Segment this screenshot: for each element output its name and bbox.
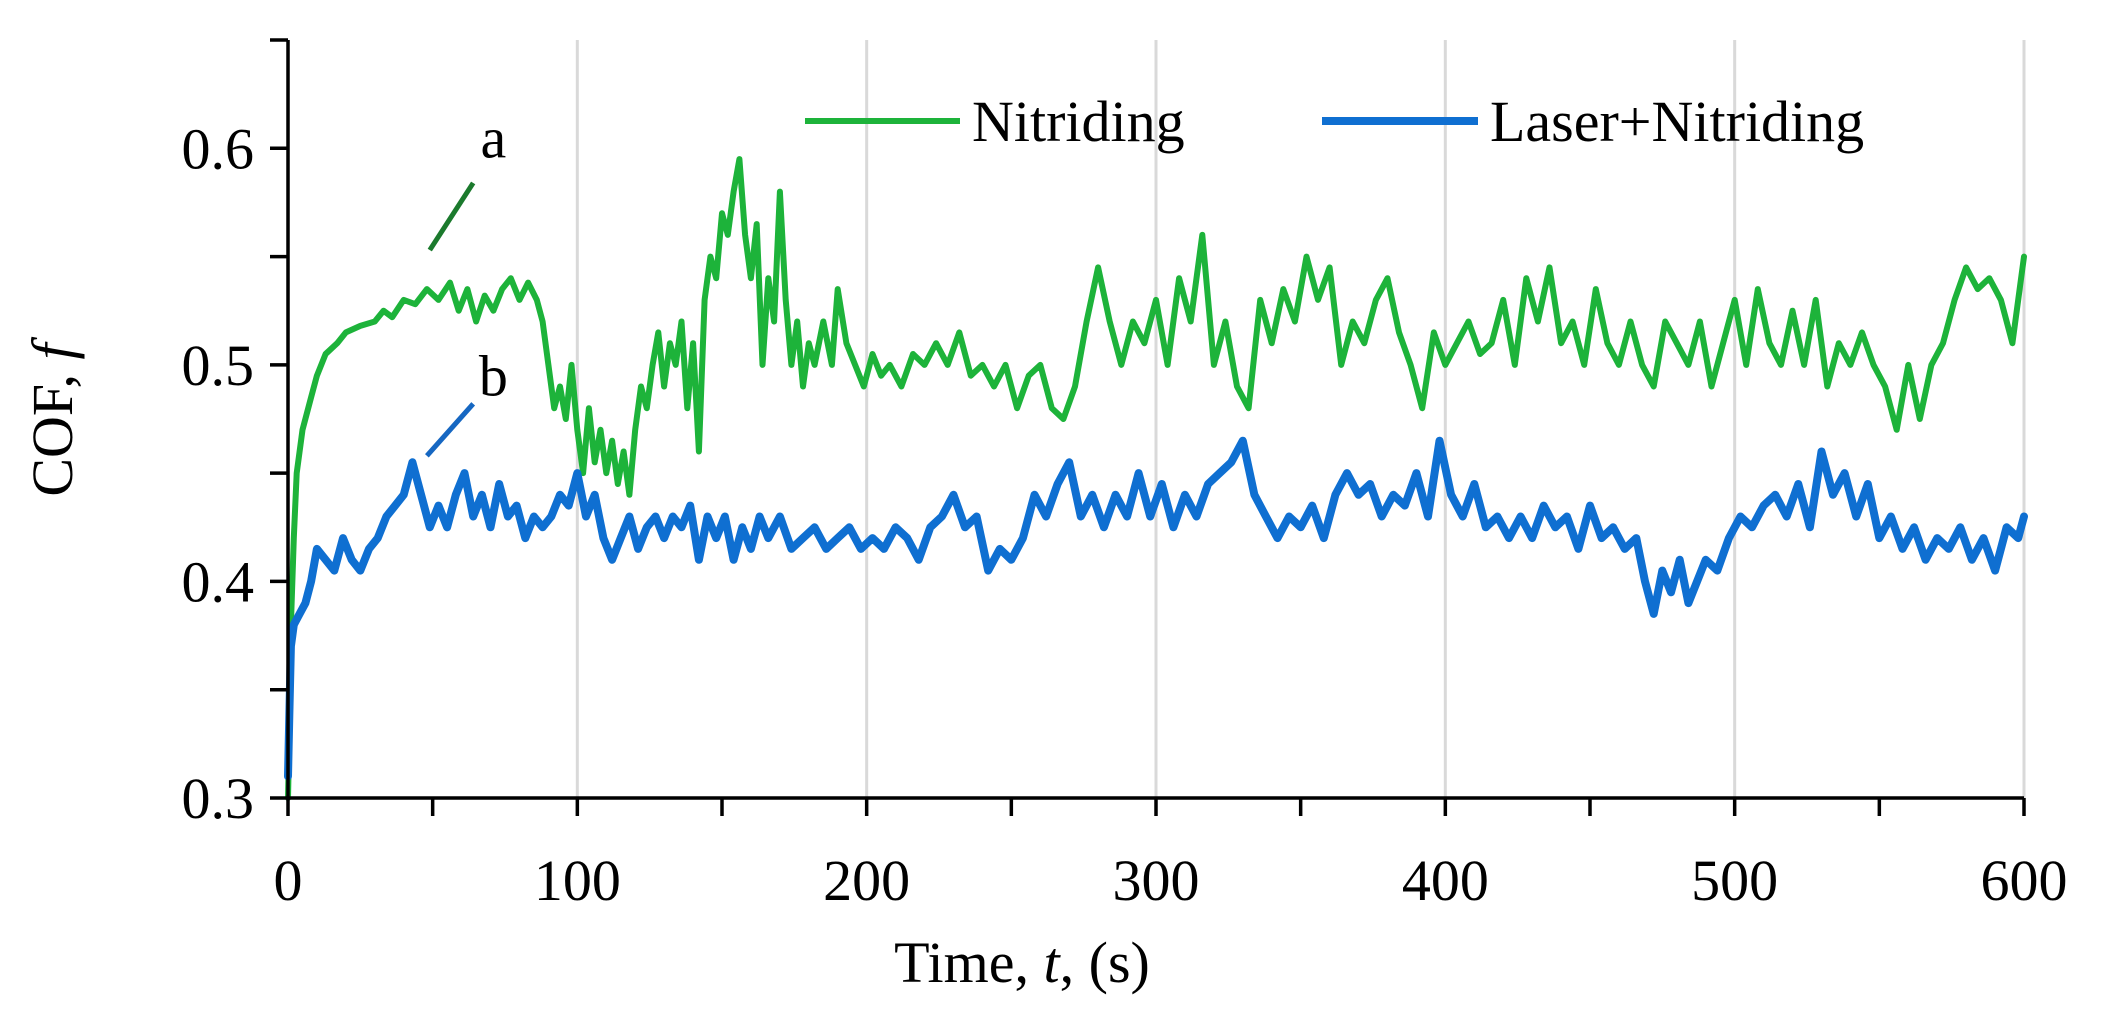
axis-layer: 0.3 0.4 0.5 0.6 0 100 200 300 400 500 600 [182,38,2068,913]
x-axis-title-part-1: Time, [894,930,1043,995]
legend-label-nitriding: Nitriding [972,89,1185,154]
annotation-layer: ab [425,105,508,458]
y-tick-label-0.4: 0.4 [182,549,255,614]
series-line-nitriding [285,156,2027,801]
x-tick-label-500: 500 [1691,848,1778,913]
x-axis-title-part-3: , (s) [1060,930,1150,995]
y-tick-label-0.6: 0.6 [182,116,255,181]
y-axis-title: COF, f [20,336,85,496]
annotation-label-a: a [481,105,507,170]
y-tick-label-0.3: 0.3 [182,766,255,831]
x-tick-label-100: 100 [534,848,621,913]
annotation-leader-b [425,402,476,458]
x-axis-title-part-2: t [1044,930,1062,995]
y-axis-title-part-2: f [20,336,85,359]
y-tick-label-0.5: 0.5 [182,333,255,398]
legend: Nitriding Laser+Nitriding [805,89,1864,154]
x-tick-label-300: 300 [1113,848,1200,913]
legend-label-laser-nitriding: Laser+Nitriding [1490,89,1864,154]
x-axis-title: Time, t, (s) [894,930,1150,995]
x-tick-label-0: 0 [274,848,303,913]
series-layer [284,156,2028,801]
annotation-leader-a [427,181,476,252]
x-tick-label-400: 400 [1402,848,1489,913]
grid-layer [575,40,2026,798]
x-tick-label-600: 600 [1981,848,2068,913]
x-tick-label-200: 200 [823,848,910,913]
series-line-laser-nitriding [284,436,2028,781]
annotation-label-b: b [479,344,508,409]
y-axis-title-part-1: COF, [20,359,85,496]
